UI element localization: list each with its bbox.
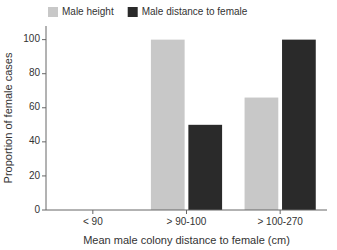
y-tick-label: 40	[29, 135, 41, 146]
legend-swatch	[48, 7, 58, 17]
bars	[151, 40, 316, 210]
legend-label: Male height	[62, 6, 114, 17]
bar	[188, 125, 222, 210]
y-tick	[42, 107, 46, 108]
x-tick-label: > 100-270	[258, 216, 304, 227]
x-tick-label: > 90-100	[167, 216, 207, 227]
y-axis-label: Proportion of female cases	[2, 52, 14, 183]
y-tick-label: 80	[29, 67, 41, 78]
x-tick	[280, 210, 281, 214]
y-tick-label: 100	[23, 33, 40, 44]
chart-container: 0 20 40 60 80 100 < 90 > 90-100 > 100-270 Mean ma…	[0, 0, 337, 250]
y-tick	[42, 73, 46, 74]
legend-item: Male distance to female	[128, 6, 248, 17]
bar	[245, 98, 279, 210]
legend-label: Male distance to female	[142, 6, 248, 17]
legend: Male height Male distance to female	[48, 6, 248, 17]
y-tick	[42, 39, 46, 40]
y-tick	[42, 175, 46, 176]
x-tick	[186, 210, 187, 214]
bar	[151, 40, 185, 210]
x-axis-label: Mean male colony distance to female (cm)	[83, 234, 290, 246]
legend-swatch	[128, 7, 138, 17]
y-tick	[42, 210, 46, 211]
chart: 0 20 40 60 80 100 < 90 > 90-100 > 100-270 Mean ma…	[0, 0, 337, 250]
y-tick	[42, 141, 46, 142]
x-tick-label: < 90	[83, 216, 103, 227]
y-tick-label: 0	[34, 204, 40, 215]
y-axis	[46, 26, 47, 210]
bar	[282, 40, 316, 210]
y-tick-label: 20	[29, 170, 41, 181]
legend-item: Male height	[48, 6, 114, 17]
x-tick	[92, 210, 93, 214]
y-tick-label: 60	[29, 101, 41, 112]
